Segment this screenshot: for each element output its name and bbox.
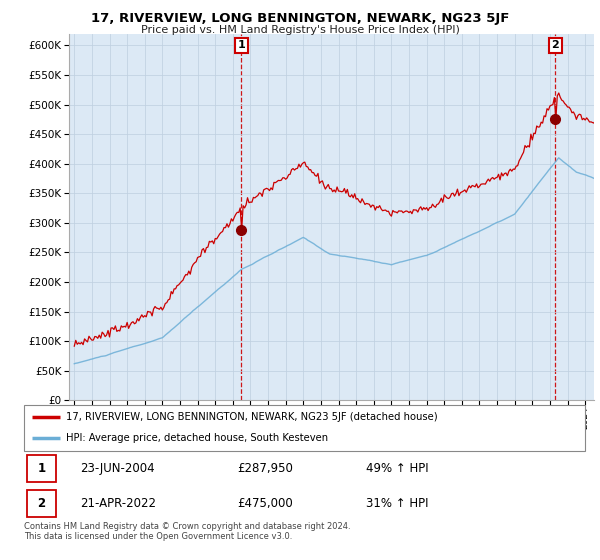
Text: 23-JUN-2004: 23-JUN-2004 — [80, 462, 155, 475]
Text: 1: 1 — [238, 40, 245, 50]
FancyBboxPatch shape — [24, 405, 585, 451]
Text: 1: 1 — [37, 462, 46, 475]
FancyBboxPatch shape — [27, 455, 56, 482]
Text: 17, RIVERVIEW, LONG BENNINGTON, NEWARK, NG23 5JF (detached house): 17, RIVERVIEW, LONG BENNINGTON, NEWARK, … — [66, 412, 438, 422]
Text: 2: 2 — [37, 497, 46, 510]
Text: Price paid vs. HM Land Registry's House Price Index (HPI): Price paid vs. HM Land Registry's House … — [140, 25, 460, 35]
FancyBboxPatch shape — [27, 490, 56, 517]
Text: 2: 2 — [551, 40, 559, 50]
Text: HPI: Average price, detached house, South Kesteven: HPI: Average price, detached house, Sout… — [66, 433, 328, 444]
Text: 21-APR-2022: 21-APR-2022 — [80, 497, 156, 510]
Text: 17, RIVERVIEW, LONG BENNINGTON, NEWARK, NG23 5JF: 17, RIVERVIEW, LONG BENNINGTON, NEWARK, … — [91, 12, 509, 25]
Text: 31% ↑ HPI: 31% ↑ HPI — [366, 497, 429, 510]
Text: Contains HM Land Registry data © Crown copyright and database right 2024.
This d: Contains HM Land Registry data © Crown c… — [24, 522, 350, 542]
Text: £475,000: £475,000 — [237, 497, 293, 510]
Text: £287,950: £287,950 — [237, 462, 293, 475]
Text: 49% ↑ HPI: 49% ↑ HPI — [366, 462, 429, 475]
